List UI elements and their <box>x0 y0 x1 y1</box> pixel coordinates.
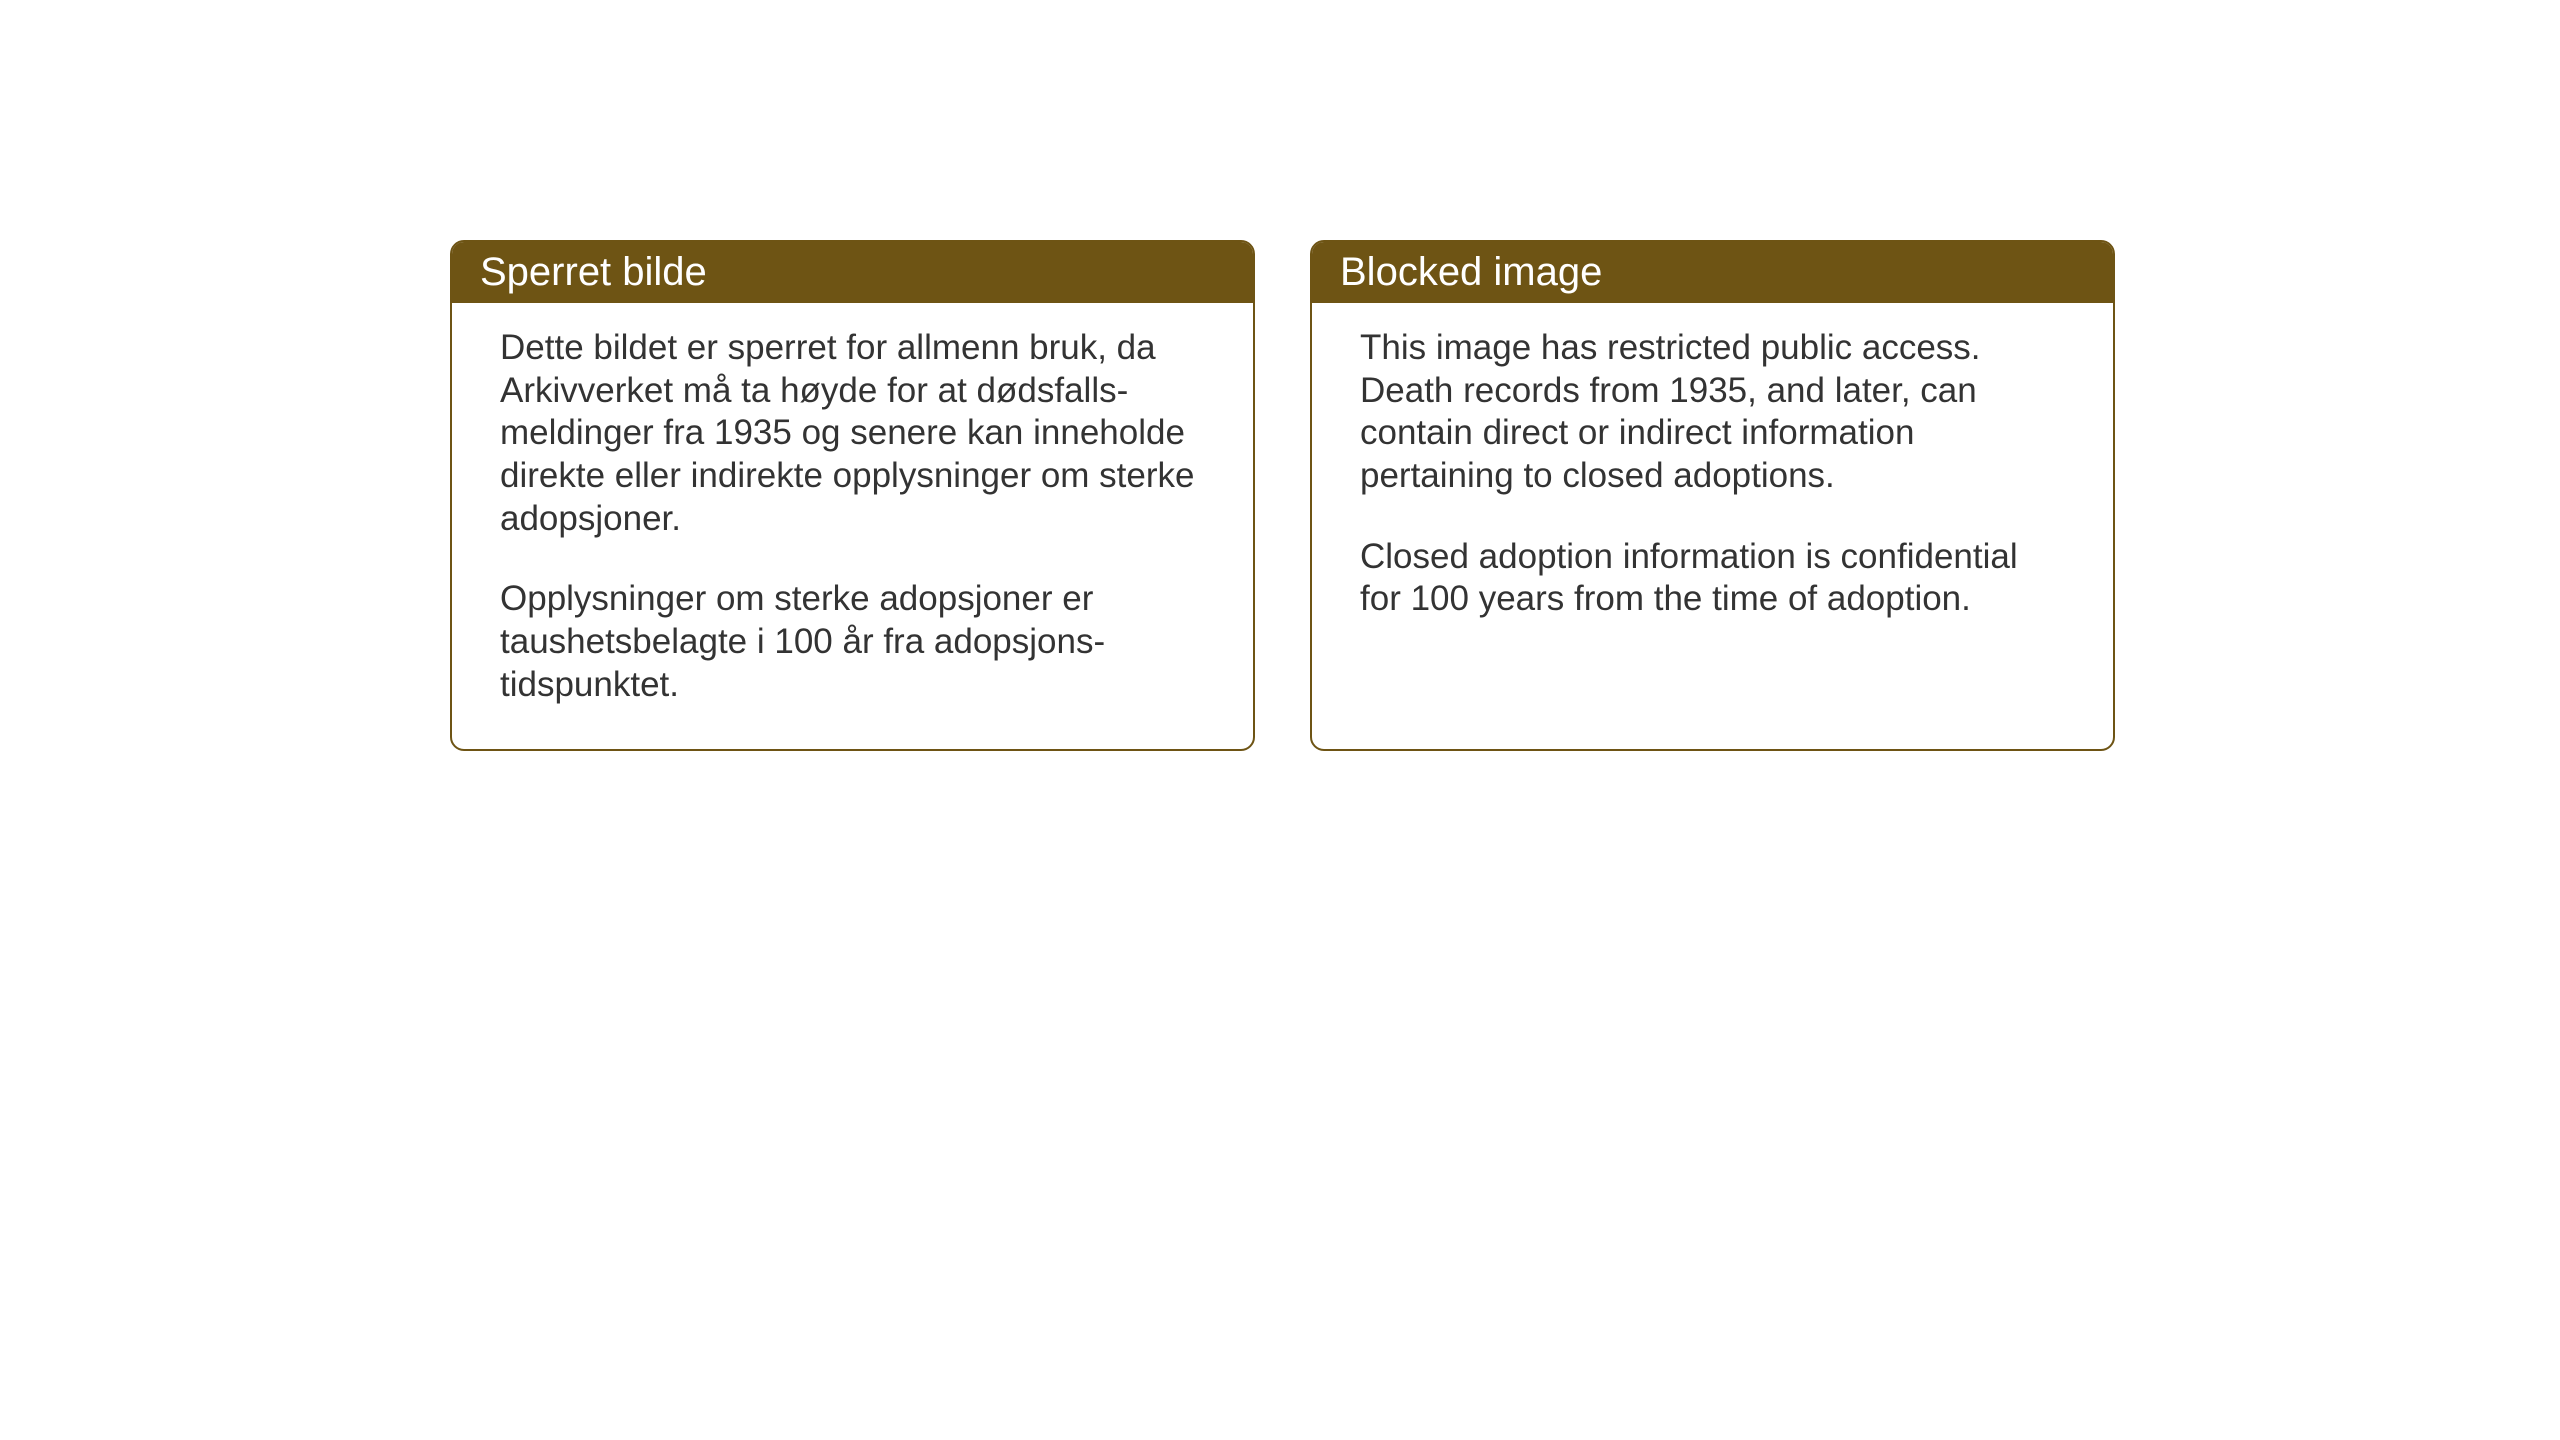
card-paragraph-2-norwegian: Opplysninger om sterke adopsjoner er tau… <box>500 578 1205 706</box>
card-paragraph-1-norwegian: Dette bildet er sperret for allmenn bruk… <box>500 327 1205 540</box>
card-english: Blocked image This image has restricted … <box>1310 240 2115 751</box>
cards-container: Sperret bilde Dette bildet er sperret fo… <box>450 240 2115 751</box>
card-header-english: Blocked image <box>1312 242 2113 303</box>
card-header-norwegian: Sperret bilde <box>452 242 1253 303</box>
card-paragraph-1-english: This image has restricted public access.… <box>1360 327 2065 498</box>
card-body-norwegian: Dette bildet er sperret for allmenn bruk… <box>452 303 1253 749</box>
card-norwegian: Sperret bilde Dette bildet er sperret fo… <box>450 240 1255 751</box>
card-paragraph-2-english: Closed adoption information is confident… <box>1360 536 2065 621</box>
card-body-english: This image has restricted public access.… <box>1312 303 2113 663</box>
